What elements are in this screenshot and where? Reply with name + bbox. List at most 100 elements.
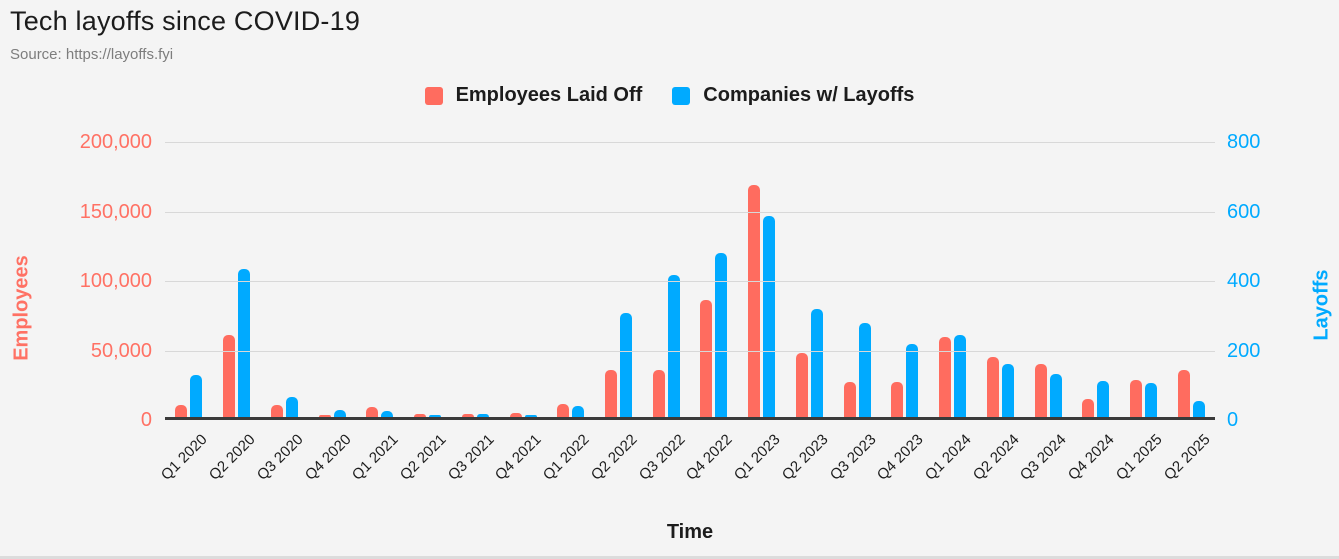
employees-bar-Q2-2022[interactable] xyxy=(604,369,617,417)
gridline xyxy=(165,142,1215,143)
companies-bar-Q1-2023[interactable] xyxy=(763,215,776,417)
bar-group xyxy=(690,142,738,417)
companies-bar-Q3-2022[interactable] xyxy=(667,274,680,417)
employees-bar-Q2-2021[interactable] xyxy=(414,414,427,417)
companies-bar-Q2-2025[interactable] xyxy=(1192,401,1205,417)
bars-container xyxy=(165,142,1215,417)
bar-group xyxy=(165,142,213,417)
source-caption: Source: https://layoffs.fyi xyxy=(10,46,174,63)
bar-group xyxy=(595,142,643,417)
employees-bar-Q3-2020[interactable] xyxy=(270,404,283,417)
y-axis-left-tick: 150,000 xyxy=(79,200,152,223)
bar-group xyxy=(213,142,261,417)
plot-area xyxy=(165,142,1215,420)
legend-label: Employees Laid Off xyxy=(455,84,643,106)
employees-bar-Q1-2021[interactable] xyxy=(366,406,379,417)
legend: Employees Laid Off Companies w/ Layoffs xyxy=(0,84,1339,107)
bar-group xyxy=(1120,142,1168,417)
x-axis-tick-label: Q1 2024 xyxy=(921,431,975,484)
x-axis-tick-label: Q2 2024 xyxy=(969,431,1023,484)
employees-bar-Q4-2022[interactable] xyxy=(700,300,713,417)
companies-bar-Q1-2021[interactable] xyxy=(381,410,394,417)
x-axis-tick-label: Q2 2020 xyxy=(205,431,259,484)
companies-bar-Q4-2024[interactable] xyxy=(1097,380,1110,417)
employees-bar-Q3-2023[interactable] xyxy=(843,382,856,417)
x-axis-tick-label: Q4 2022 xyxy=(683,431,736,484)
page-title: Tech layoffs since COVID-19 xyxy=(10,6,361,36)
employees-swatch-icon xyxy=(424,86,443,105)
y-axis-right-tick: 600 xyxy=(1227,200,1261,223)
legend-item-employees[interactable]: Employees Laid Off xyxy=(424,84,643,107)
x-axis-tick-label: Q2 2022 xyxy=(587,431,641,484)
employees-bar-Q4-2020[interactable] xyxy=(318,414,331,417)
companies-bar-Q2-2024[interactable] xyxy=(1001,364,1014,417)
bar-group xyxy=(404,142,452,417)
employees-bar-Q4-2021[interactable] xyxy=(509,412,522,417)
bar-group xyxy=(1167,142,1215,417)
employees-bar-Q3-2022[interactable] xyxy=(652,369,665,417)
x-axis-tick-label: Q1 2021 xyxy=(349,431,402,484)
employees-bar-Q4-2024[interactable] xyxy=(1082,399,1095,417)
legend-label: Companies w/ Layoffs xyxy=(703,84,915,106)
x-axis-tick-label: Q1 2025 xyxy=(1112,431,1166,484)
companies-bar-Q3-2021[interactable] xyxy=(476,413,489,417)
x-axis-tick-label: Q3 2021 xyxy=(444,431,498,484)
employees-bar-Q4-2023[interactable] xyxy=(891,382,904,417)
bar-group xyxy=(738,142,786,417)
bar-group xyxy=(1072,142,1120,417)
gridline xyxy=(165,211,1215,213)
employees-bar-Q1-2022[interactable] xyxy=(557,404,570,417)
companies-bar-Q4-2023[interactable] xyxy=(906,344,919,417)
employees-bar-Q1-2023[interactable] xyxy=(748,184,761,417)
legend-item-companies[interactable]: Companies w/ Layoffs xyxy=(672,84,914,107)
employees-bar-Q3-2021[interactable] xyxy=(461,413,474,417)
bar-group xyxy=(547,142,595,417)
x-axis-tick-label: Q3 2020 xyxy=(253,431,307,484)
companies-bar-Q2-2020[interactable] xyxy=(238,269,251,417)
companies-bar-Q4-2021[interactable] xyxy=(524,415,537,417)
employees-bar-Q2-2024[interactable] xyxy=(986,356,999,417)
employees-bar-Q2-2020[interactable] xyxy=(223,335,236,417)
y-axis-left-tick: 0 xyxy=(140,409,152,431)
companies-bar-Q2-2023[interactable] xyxy=(810,309,823,417)
employees-bar-Q2-2023[interactable] xyxy=(795,353,808,417)
x-axis-tick-label: Q4 2024 xyxy=(1064,431,1118,484)
companies-bar-Q2-2022[interactable] xyxy=(619,313,632,417)
x-axis-tick-label: Q3 2023 xyxy=(826,431,880,484)
employees-bar-Q3-2024[interactable] xyxy=(1034,364,1047,417)
companies-bar-Q3-2023[interactable] xyxy=(858,323,871,417)
companies-bar-Q1-2024[interactable] xyxy=(954,335,967,417)
bar-group xyxy=(786,142,834,417)
x-axis-tick-label: Q2 2021 xyxy=(396,431,450,484)
y-axis-right-tick: 400 xyxy=(1227,270,1261,292)
y-axis-left-tick: 50,000 xyxy=(90,339,152,362)
x-axis-tick-label: Q2 2023 xyxy=(778,431,832,484)
bar-group xyxy=(499,142,547,417)
y-axis-left-tick: 200,000 xyxy=(79,131,152,153)
companies-bar-Q3-2020[interactable] xyxy=(285,396,298,417)
companies-bar-Q1-2025[interactable] xyxy=(1145,382,1158,417)
x-axis-tick-label: Q3 2024 xyxy=(1017,431,1070,484)
bar-group xyxy=(1024,142,1072,417)
companies-bar-Q3-2024[interactable] xyxy=(1049,373,1062,417)
employees-bar-Q1-2020[interactable] xyxy=(175,404,188,417)
bar-group xyxy=(833,142,881,417)
companies-bar-Q1-2020[interactable] xyxy=(190,375,203,417)
companies-bar-Q1-2022[interactable] xyxy=(572,405,585,417)
bar-group xyxy=(929,142,977,417)
gridline xyxy=(165,350,1215,352)
employees-bar-Q1-2025[interactable] xyxy=(1130,380,1143,417)
x-axis-tick-label: Q1 2023 xyxy=(730,431,784,484)
employees-bar-Q1-2024[interactable] xyxy=(939,337,952,417)
y-axis-right-tick: 800 xyxy=(1227,131,1261,153)
employees-bar-Q2-2025[interactable] xyxy=(1177,370,1190,417)
companies-bar-Q2-2021[interactable] xyxy=(429,415,442,417)
y-axis-left-tick: 100,000 xyxy=(79,270,152,292)
bar-group xyxy=(260,142,308,417)
y-axis-right-tick: 0 xyxy=(1227,409,1239,431)
companies-bar-Q4-2020[interactable] xyxy=(333,410,346,417)
companies-bar-Q4-2022[interactable] xyxy=(715,252,728,417)
bar-group xyxy=(881,142,929,417)
companies-swatch-icon xyxy=(672,86,691,105)
